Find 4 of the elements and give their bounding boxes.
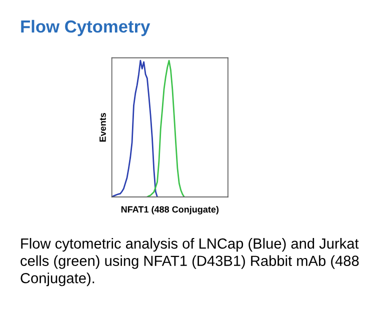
x-axis-title: NFAT1 (488 Conjugate) — [121, 206, 219, 214]
text: Flow cytometric analysis of LNCap (Blue) and Jurkat cells (green) using NFAT1 (D43B1) Rabbit mAb (488 Conjugate). — [20, 238, 359, 286]
chart-title: Flow Cytometry — [21, 20, 150, 36]
y-axis-title: Events — [100, 112, 106, 142]
